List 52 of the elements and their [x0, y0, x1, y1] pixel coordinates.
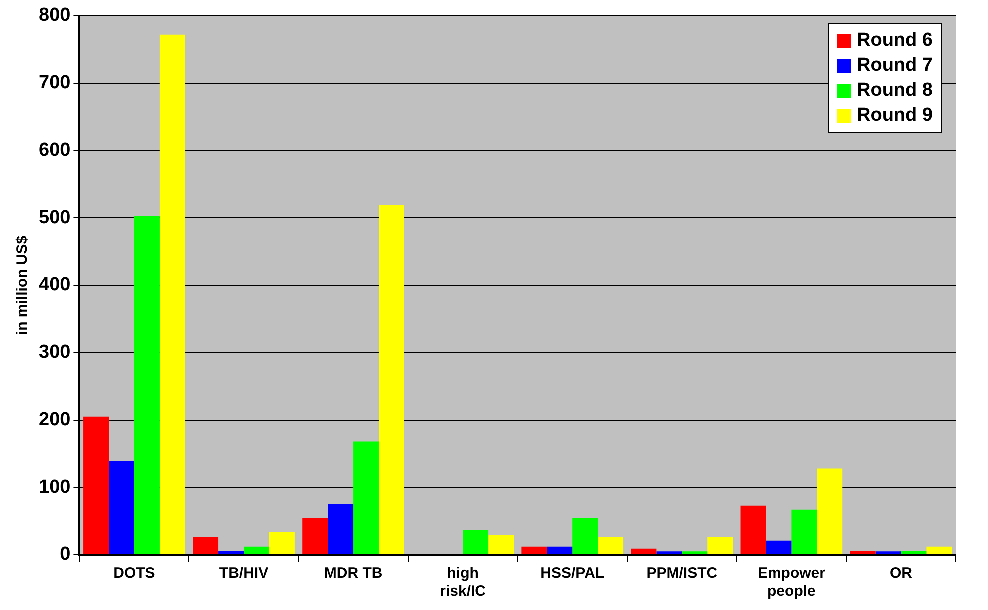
bar: [876, 552, 902, 554]
y-tick-label: 100: [39, 476, 71, 498]
y-tick-label: 400: [39, 274, 71, 296]
bar: [817, 468, 843, 554]
y-tick-label: 600: [39, 140, 71, 161]
bar: [244, 546, 270, 554]
bar: [302, 518, 328, 554]
bar: [766, 540, 792, 554]
y-axis-title: in million US$: [14, 235, 32, 336]
bar: [740, 506, 766, 554]
bar: [901, 550, 927, 554]
bar: [547, 546, 573, 554]
legend-label: Round 7: [857, 54, 933, 76]
bar: [463, 530, 489, 554]
x-tick-label: OR: [890, 565, 913, 582]
bar: [84, 416, 109, 554]
x-tick-label: HSS/PAL: [540, 565, 605, 582]
legend-label: Round 8: [857, 80, 933, 102]
bar: [522, 546, 548, 554]
x-tick-label: Empower people: [758, 565, 826, 600]
y-tick-label: 800: [39, 5, 71, 26]
legend-label: Round 9: [857, 104, 933, 126]
bar: [160, 34, 186, 554]
y-tick-label: 300: [39, 342, 71, 364]
y-tick-label: 0: [60, 544, 71, 566]
y-tick-label: 500: [39, 207, 71, 228]
bar: [488, 535, 514, 554]
legend-label: Round 6: [857, 30, 933, 52]
bar: [850, 550, 876, 554]
bar: [354, 442, 380, 554]
bar: [379, 205, 404, 554]
x-tick-label: PPM/ISTC: [646, 565, 718, 582]
x-tick-label: DOTS: [114, 565, 156, 582]
bar: [218, 550, 244, 554]
bar: [328, 504, 354, 554]
x-tick-label: TB/HIV: [219, 565, 269, 582]
bar: [631, 548, 657, 554]
y-tick-label: 200: [39, 409, 71, 430]
bar: [682, 552, 708, 554]
x-tick-label: MDR TB: [324, 565, 383, 582]
bar: [656, 552, 682, 554]
bar: [708, 537, 734, 554]
bar: [572, 518, 598, 554]
x-tick-label: high risk/IC: [440, 565, 486, 600]
bar: [792, 510, 818, 554]
bar: [193, 537, 219, 554]
bar: [926, 546, 952, 554]
bar: [269, 532, 295, 554]
bar: [598, 537, 624, 554]
y-tick-label: 700: [39, 72, 71, 94]
bar: [134, 216, 160, 554]
bar: [109, 461, 134, 554]
